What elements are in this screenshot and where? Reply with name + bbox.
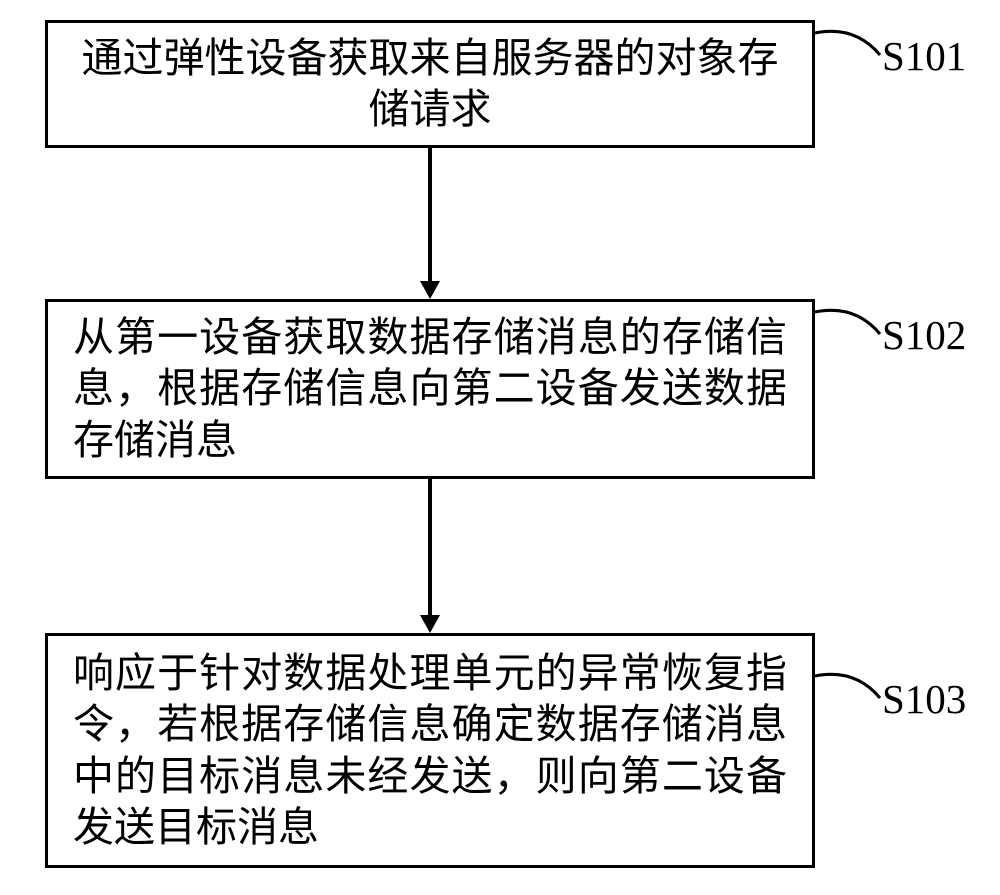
arrow-head-icon bbox=[420, 281, 440, 299]
flowchart-arrow bbox=[428, 148, 432, 281]
flowchart-node-s101: 通过弹性设备获取来自服务器的对象存储请求 bbox=[45, 20, 815, 148]
node-text: 通过弹性设备获取来自服务器的对象存储请求 bbox=[73, 33, 787, 136]
step-label-s102: S102 bbox=[882, 311, 966, 359]
step-label-s101: S101 bbox=[882, 32, 966, 80]
step-label-s103: S103 bbox=[882, 675, 966, 723]
flowchart-node-s102: 从第一设备获取数据存储消息的存储信息，根据存储信息向第二设备发送数据存储消息 bbox=[45, 299, 815, 479]
node-text: 响应于针对数据处理单元的异常恢复指令，若根据存储信息确定数据存储消息中的目标消息… bbox=[73, 648, 787, 853]
flowchart-container: 通过弹性设备获取来自服务器的对象存储请求 S101 从第一设备获取数据存储消息的… bbox=[0, 0, 1000, 895]
node-text: 从第一设备获取数据存储消息的存储信息，根据存储信息向第二设备发送数据存储消息 bbox=[73, 312, 787, 466]
flowchart-node-s103: 响应于针对数据处理单元的异常恢复指令，若根据存储信息确定数据存储消息中的目标消息… bbox=[45, 633, 815, 868]
flowchart-arrow bbox=[428, 479, 432, 615]
arrow-head-icon bbox=[420, 615, 440, 633]
